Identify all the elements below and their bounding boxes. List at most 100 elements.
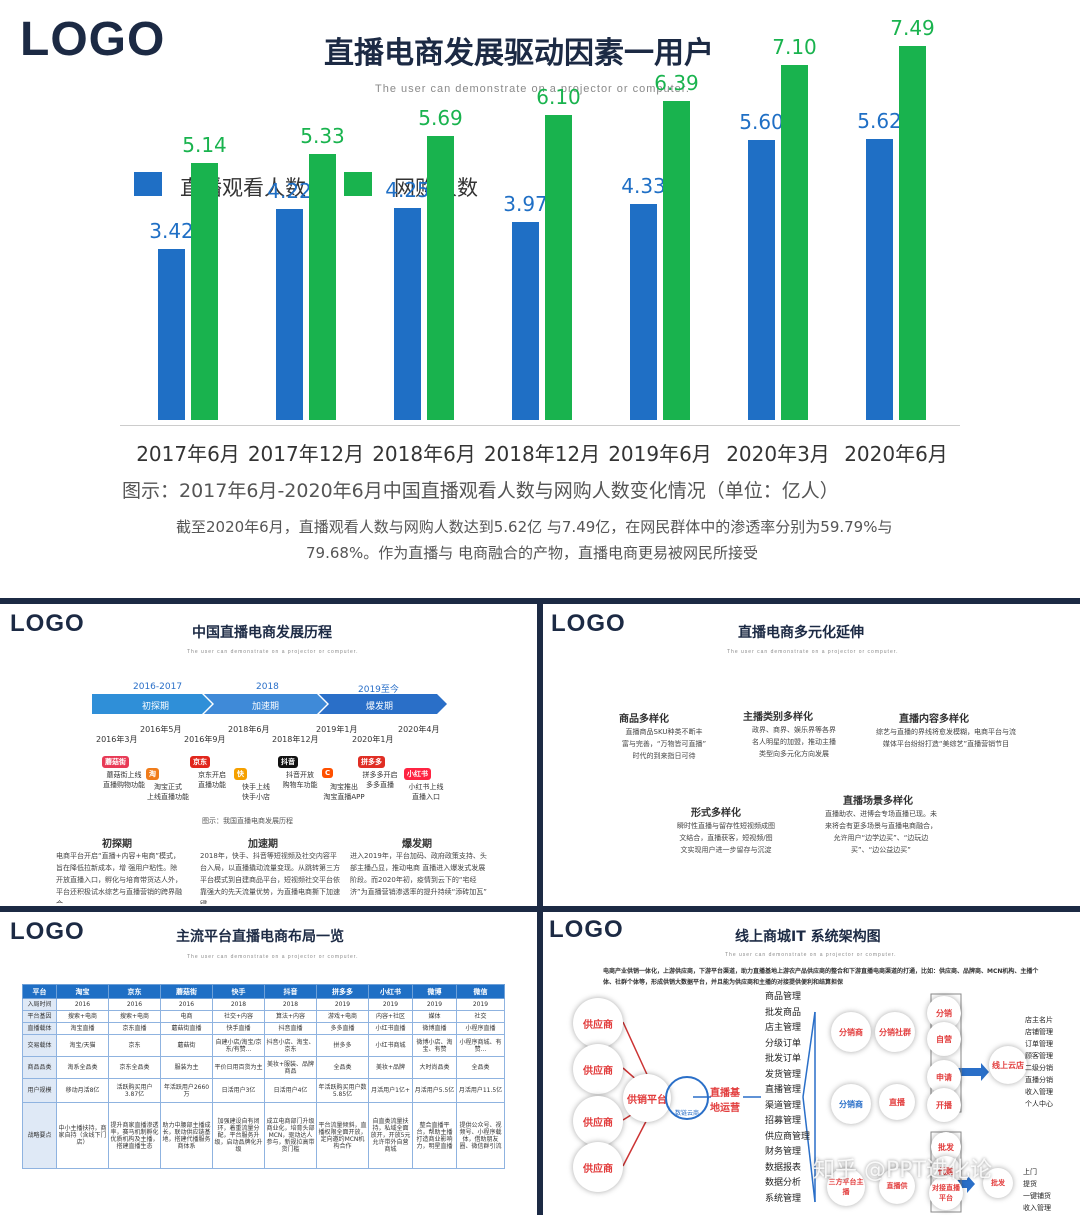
data-label-shoppers: 6.10 xyxy=(536,85,581,109)
table-cell: 京东全品类 xyxy=(108,1056,161,1079)
table-header-cell: 拼多多 xyxy=(316,984,369,999)
table-cell: 搜索+电商 xyxy=(108,1010,161,1023)
block-head-4: 形式多样化 xyxy=(691,808,741,819)
node-distributor: 分销商 xyxy=(831,1012,871,1052)
logo: LOGO xyxy=(20,13,166,66)
slide-history: LOGO 中国直播电商发展历程 The user can demonstrate… xyxy=(0,604,537,904)
table-cell: 京东 xyxy=(108,1034,161,1057)
block-body-3: 综艺与直播的界线将愈发模糊，电商平台与流 媒体平台纷纷打造“美综艺”直播营销节目 xyxy=(876,728,1016,748)
table-cell: 整合直播平台，帮助主播打造商业影响力，明星直播 xyxy=(412,1102,457,1169)
module-item: 招募管理 xyxy=(765,1116,802,1126)
store-feature-item: 个人中心 xyxy=(1025,1100,1053,1108)
table-header-cell: 淘宝 xyxy=(56,984,109,999)
timeline-date: 2018年12月 xyxy=(272,735,319,744)
divider-v-2 xyxy=(537,912,543,1215)
bar-viewers xyxy=(866,139,893,420)
table-cell: 大时尚品类 xyxy=(412,1056,457,1079)
delivery-feature-item: 上门 xyxy=(1023,1168,1037,1176)
divider-2 xyxy=(0,906,1080,912)
slide-architecture: LOGO 线上商城IT 系统架构图 The user can demonstra… xyxy=(543,912,1080,1215)
page-subtitle: The user can demonstrate on a projector … xyxy=(187,954,359,960)
table-cell: 快手直播 xyxy=(212,1022,265,1035)
platform-node: 供销平台 xyxy=(623,1074,671,1122)
x-tick-label: 2020年3月 xyxy=(726,442,830,466)
timeline-event: 快手上线 快手小店 xyxy=(242,783,270,801)
table-cell: 淘宝直播 xyxy=(56,1022,109,1035)
table-cell: 服装为主 xyxy=(160,1056,213,1079)
block-body-2: 政界、商界、娱乐界等各界 名人明星的加盟，推动主播 类型向多元化方向发展 xyxy=(752,726,836,758)
table-cell: 2019 xyxy=(316,998,369,1011)
table-cell: 月活用户1亿+ xyxy=(368,1078,413,1103)
phase-years-1: 2016-2017 xyxy=(133,682,183,692)
table-cell: 多多直播 xyxy=(316,1022,369,1035)
table-cell: 抖音直播 xyxy=(264,1022,317,1035)
table-cell: 蘑菇街直播 xyxy=(160,1022,213,1035)
table-cell: 加强建设自有闭环，着重流量分配，平台服务升级，启动品牌化升级 xyxy=(212,1102,265,1169)
module-item: 数据报表 xyxy=(765,1162,802,1173)
x-tick-label: 2018年6月 xyxy=(372,442,476,466)
table-cell: 2016 xyxy=(160,998,213,1011)
node-live-supply: 直播供 xyxy=(879,1168,915,1204)
table-row: 交易载体 淘宝/天猫 京东 蘑菇街 自建小店/淘宝/京东/有赞... 抖音小店、淘宝、京东… xyxy=(22,1034,505,1057)
bar-viewers xyxy=(394,207,421,420)
table-cell: 电商 xyxy=(160,1010,213,1023)
page-subtitle: The user can demonstrate on a projector … xyxy=(727,649,899,655)
table-cell: 2018 xyxy=(264,998,317,1011)
store-feature-list: 店主名片 店铺管理 订单管理 顾客管理 二级分销 直播分销 收入管理 个人中心 xyxy=(1025,1014,1053,1110)
table-cell: 提升商家直播渗透率，赛马机制孵化优质机构及主播，搭建直播生态 xyxy=(108,1102,161,1169)
bar-shoppers xyxy=(309,153,336,420)
legend-swatch-viewers xyxy=(134,172,162,196)
table-header-cell: 微博 xyxy=(412,984,457,999)
timeline-event: 拼多多开启 多多直播 xyxy=(362,771,398,789)
module-list: 商品管理 批发商品 店主管理 分级订单 批发订单 发货管理 直播管理 渠道管理 招募管理 供应商管… xyxy=(765,990,810,1207)
divider-v-1 xyxy=(537,604,543,906)
section-head-3: 爆发期 xyxy=(402,839,432,850)
data-label-viewers: 4.33 xyxy=(621,173,666,198)
table-cell: 搜索+电商 xyxy=(56,1010,109,1023)
node-third-party-host: 三方平台主播 xyxy=(827,1168,865,1206)
brand-logo: 京东 xyxy=(190,756,210,768)
section-head-2: 加速期 xyxy=(248,839,278,850)
table-cell: 美妆+品牌 xyxy=(368,1056,413,1079)
table-cell: 日活用户4亿 xyxy=(264,1078,317,1103)
section-head-1: 初探期 xyxy=(102,839,132,850)
timeline-date: 2020年1月 xyxy=(352,735,394,744)
table-cell: 年活跃用户2660万 xyxy=(160,1078,213,1103)
table-cell: 助力中腰部主播成长，联动供应链基地，搭建代播服务商体系 xyxy=(160,1102,213,1169)
store-feature-item: 店主名片 xyxy=(1025,1016,1053,1024)
store-feature-item: 订单管理 xyxy=(1025,1040,1053,1048)
module-item: 数据分析 xyxy=(765,1178,802,1188)
table-cell: 2018 xyxy=(212,998,265,1011)
table-cell: 京东直播 xyxy=(108,1022,161,1035)
table-row: 战略要点 中小主播扶持，商家自持（含线下门店） 提升商家直播渗透率，赛马机制孵化优质… xyxy=(22,1102,505,1169)
x-tick-label: 2020年6月 xyxy=(844,442,948,466)
data-label-viewers: 3.97 xyxy=(503,191,548,216)
timeline-event: 淘宝推出 淘宝直播APP xyxy=(323,783,365,801)
brand-logo: 小红书 xyxy=(404,768,431,780)
module-item: 系统管理 xyxy=(765,1193,802,1204)
table-cell: 平价日用百货为主 xyxy=(212,1056,265,1079)
node-wholesale-2: 批发 xyxy=(983,1168,1013,1198)
module-item: 直播管理 xyxy=(765,1085,802,1095)
table-cell: 直播载体 xyxy=(22,1022,57,1035)
table-cell: 淘宝/天猫 xyxy=(56,1034,109,1057)
page-subtitle: The user can demonstrate on a projector … xyxy=(725,952,897,958)
phase-arrow-band xyxy=(92,694,447,714)
data-label-shoppers: 5.69 xyxy=(418,105,463,130)
legend-swatch-shoppers xyxy=(344,172,372,196)
phase-name-1: 初探期 xyxy=(142,702,170,712)
divider-1 xyxy=(0,598,1080,604)
bar-shoppers xyxy=(781,65,808,420)
table-header-cell: 小红书 xyxy=(368,984,413,999)
table-header-cell: 微信 xyxy=(456,984,505,999)
timeline-date: 2020年4月 xyxy=(398,725,440,734)
module-item: 批发商品 xyxy=(765,1007,802,1018)
block-head-5: 直播场景多样化 xyxy=(843,796,913,807)
table-cell: 日活用户3亿 xyxy=(212,1078,265,1103)
table-cell: 游戏+电商 xyxy=(316,1010,369,1023)
block-head-3: 直播内容多样化 xyxy=(899,714,969,725)
data-label-shoppers: 7.49 xyxy=(890,15,935,40)
timeline-event: 小红书上线 直播入口 xyxy=(408,783,444,801)
table-cell: 小红书商城 xyxy=(368,1034,413,1057)
page-title: 直播电商发展驱动因素一用户 xyxy=(324,36,714,71)
